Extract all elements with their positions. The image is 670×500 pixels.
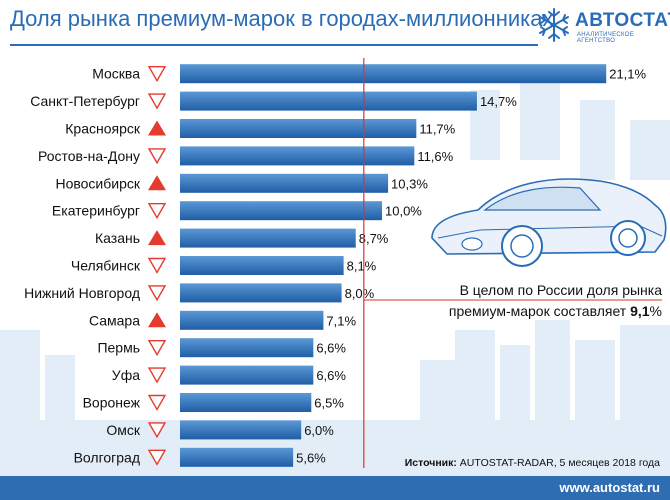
value-label: 5,6% (296, 450, 326, 465)
title-underline (10, 44, 538, 46)
source-label: Источник: (404, 457, 457, 469)
bar (180, 256, 344, 275)
page-title: Доля рынка премиум-марок в городах-милли… (10, 6, 554, 31)
note-line-2-text: премиум-марок составляет (448, 303, 631, 319)
trend-up-icon (148, 175, 166, 191)
value-label: 7,1% (326, 313, 356, 328)
bar (180, 310, 324, 330)
city-label: Челябинск (71, 258, 141, 274)
trend-down-icon (147, 257, 167, 274)
bar (180, 146, 415, 166)
bar (180, 283, 342, 303)
city-label: Казань (95, 230, 140, 246)
bar (180, 338, 314, 358)
trend-down-icon (147, 285, 167, 302)
trend-up-icon (148, 120, 166, 136)
value-label: 8,7% (359, 231, 389, 246)
logo-name: АВТОСТАТ (575, 10, 670, 31)
bar (180, 420, 302, 440)
city-label: Ростов-на-Дону (38, 148, 140, 164)
chart-rows: Москва 21,1% Санкт-Петербург 14,7% Красноярс… (24, 64, 647, 467)
city-label: Красноярск (65, 121, 141, 137)
trend-down-icon (147, 449, 167, 466)
bar (180, 365, 314, 385)
bar (180, 447, 294, 467)
bar (180, 173, 389, 193)
logo-snowflake-icon (539, 8, 569, 42)
note-value: 9,1 (630, 303, 650, 319)
bar (180, 393, 312, 412)
reference-line (363, 58, 662, 468)
value-label: 10,0% (385, 204, 422, 219)
russia-average-note: В целом по России доля рынка премиум-мар… (449, 280, 662, 322)
value-label: 11,6% (417, 149, 453, 164)
value-label: 21,1% (609, 67, 646, 82)
note-line-1: В целом по России доля рынка (459, 282, 662, 298)
city-label: Новосибирск (55, 175, 140, 191)
trend-down-icon (147, 340, 167, 357)
bar (180, 91, 477, 111)
city-skyline-background (0, 70, 670, 476)
bar (180, 119, 417, 138)
trend-down-icon (147, 65, 167, 83)
trend-up-icon (148, 312, 166, 328)
city-label: Омск (106, 422, 141, 438)
trend-down-icon (147, 148, 167, 165)
city-label: Уфа (112, 367, 140, 383)
bar (180, 64, 607, 84)
city-label: Пермь (97, 340, 140, 356)
trend-down-icon (147, 202, 167, 220)
trend-down-icon (147, 367, 167, 384)
city-label: Нижний Новгород (24, 285, 140, 301)
note-unit: % (649, 303, 662, 319)
footer-url: www.autostat.ru (559, 480, 660, 495)
note-line-2: премиум-марок составляет 9,1% (449, 301, 662, 322)
source-text: AUTOSTAT-RADAR, 5 месяцев 2018 года (459, 457, 660, 469)
value-label: 6,6% (316, 341, 346, 356)
city-label: Москва (92, 66, 140, 82)
bar (180, 201, 382, 221)
value-label: 6,6% (316, 368, 346, 383)
trend-down-icon (147, 422, 167, 439)
trend-down-icon (147, 93, 167, 110)
value-label: 8,1% (347, 259, 377, 274)
trend-down-icon (147, 394, 167, 411)
value-label: 8,0% (345, 286, 375, 301)
trend-up-icon (148, 230, 166, 246)
footer-bar: www.autostat.ru (0, 476, 670, 500)
city-label: Екатеринбург (52, 203, 140, 219)
autostat-logo: АВТОСТАТ АНАЛИТИЧЕСКОЕ АГЕНТСТВО (535, 4, 670, 48)
car-illustration (431, 178, 667, 267)
value-label: 14,7% (480, 94, 517, 109)
value-label: 6,5% (314, 396, 344, 411)
city-label: Самара (89, 312, 140, 328)
logo-tagline: АНАЛИТИЧЕСКОЕ АГЕНТСТВО (577, 32, 635, 44)
source-caption: Источник: AUTOSTAT-RADAR, 5 месяцев 2018… (405, 457, 660, 469)
value-label: 11,7% (419, 122, 455, 137)
value-label: 6,0% (304, 423, 334, 438)
value-label: 10,3% (391, 176, 428, 191)
bar (180, 228, 356, 248)
city-label: Волгоград (74, 449, 140, 465)
city-label: Санкт-Петербург (30, 93, 140, 109)
city-label: Воронеж (83, 395, 141, 411)
